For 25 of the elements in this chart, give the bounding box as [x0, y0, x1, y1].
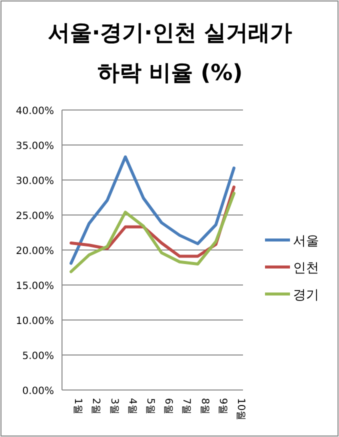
- x-tick-label: 3월: [108, 398, 120, 414]
- y-tick-label: 40.00%: [16, 106, 54, 117]
- x-tick-label: 4월: [126, 398, 138, 414]
- y-tick-label: 15.00%: [16, 281, 54, 292]
- chart-title: 서울·경기·인천 실거래가 하락 비율 (%): [48, 21, 292, 86]
- legend-label: 인천: [293, 261, 319, 276]
- y-tick-label: 0.00%: [22, 386, 54, 397]
- x-tick-label: 5월: [144, 398, 156, 414]
- x-tick-label: 10월: [234, 398, 246, 421]
- y-tick-label: 5.00%: [22, 351, 54, 362]
- x-tick-label: 9월: [216, 398, 228, 414]
- y-tick-label: 30.00%: [16, 176, 54, 187]
- legend-label: 서울: [293, 234, 319, 249]
- line-series: [70, 192, 236, 274]
- y-tick-label: 20.00%: [16, 246, 54, 257]
- y-tick-label: 35.00%: [16, 141, 54, 152]
- x-tick-label: 6월: [162, 398, 174, 414]
- y-tick-label: 25.00%: [16, 211, 54, 222]
- x-tick-label: 8월: [198, 398, 210, 414]
- y-tick-label: 10.00%: [16, 316, 54, 327]
- x-tick-label: 7월: [180, 398, 192, 414]
- x-tick-label: 1월: [72, 398, 84, 414]
- line-series: [70, 155, 236, 265]
- legend-label: 경기: [293, 288, 319, 303]
- x-tick-label: 2월: [90, 398, 102, 414]
